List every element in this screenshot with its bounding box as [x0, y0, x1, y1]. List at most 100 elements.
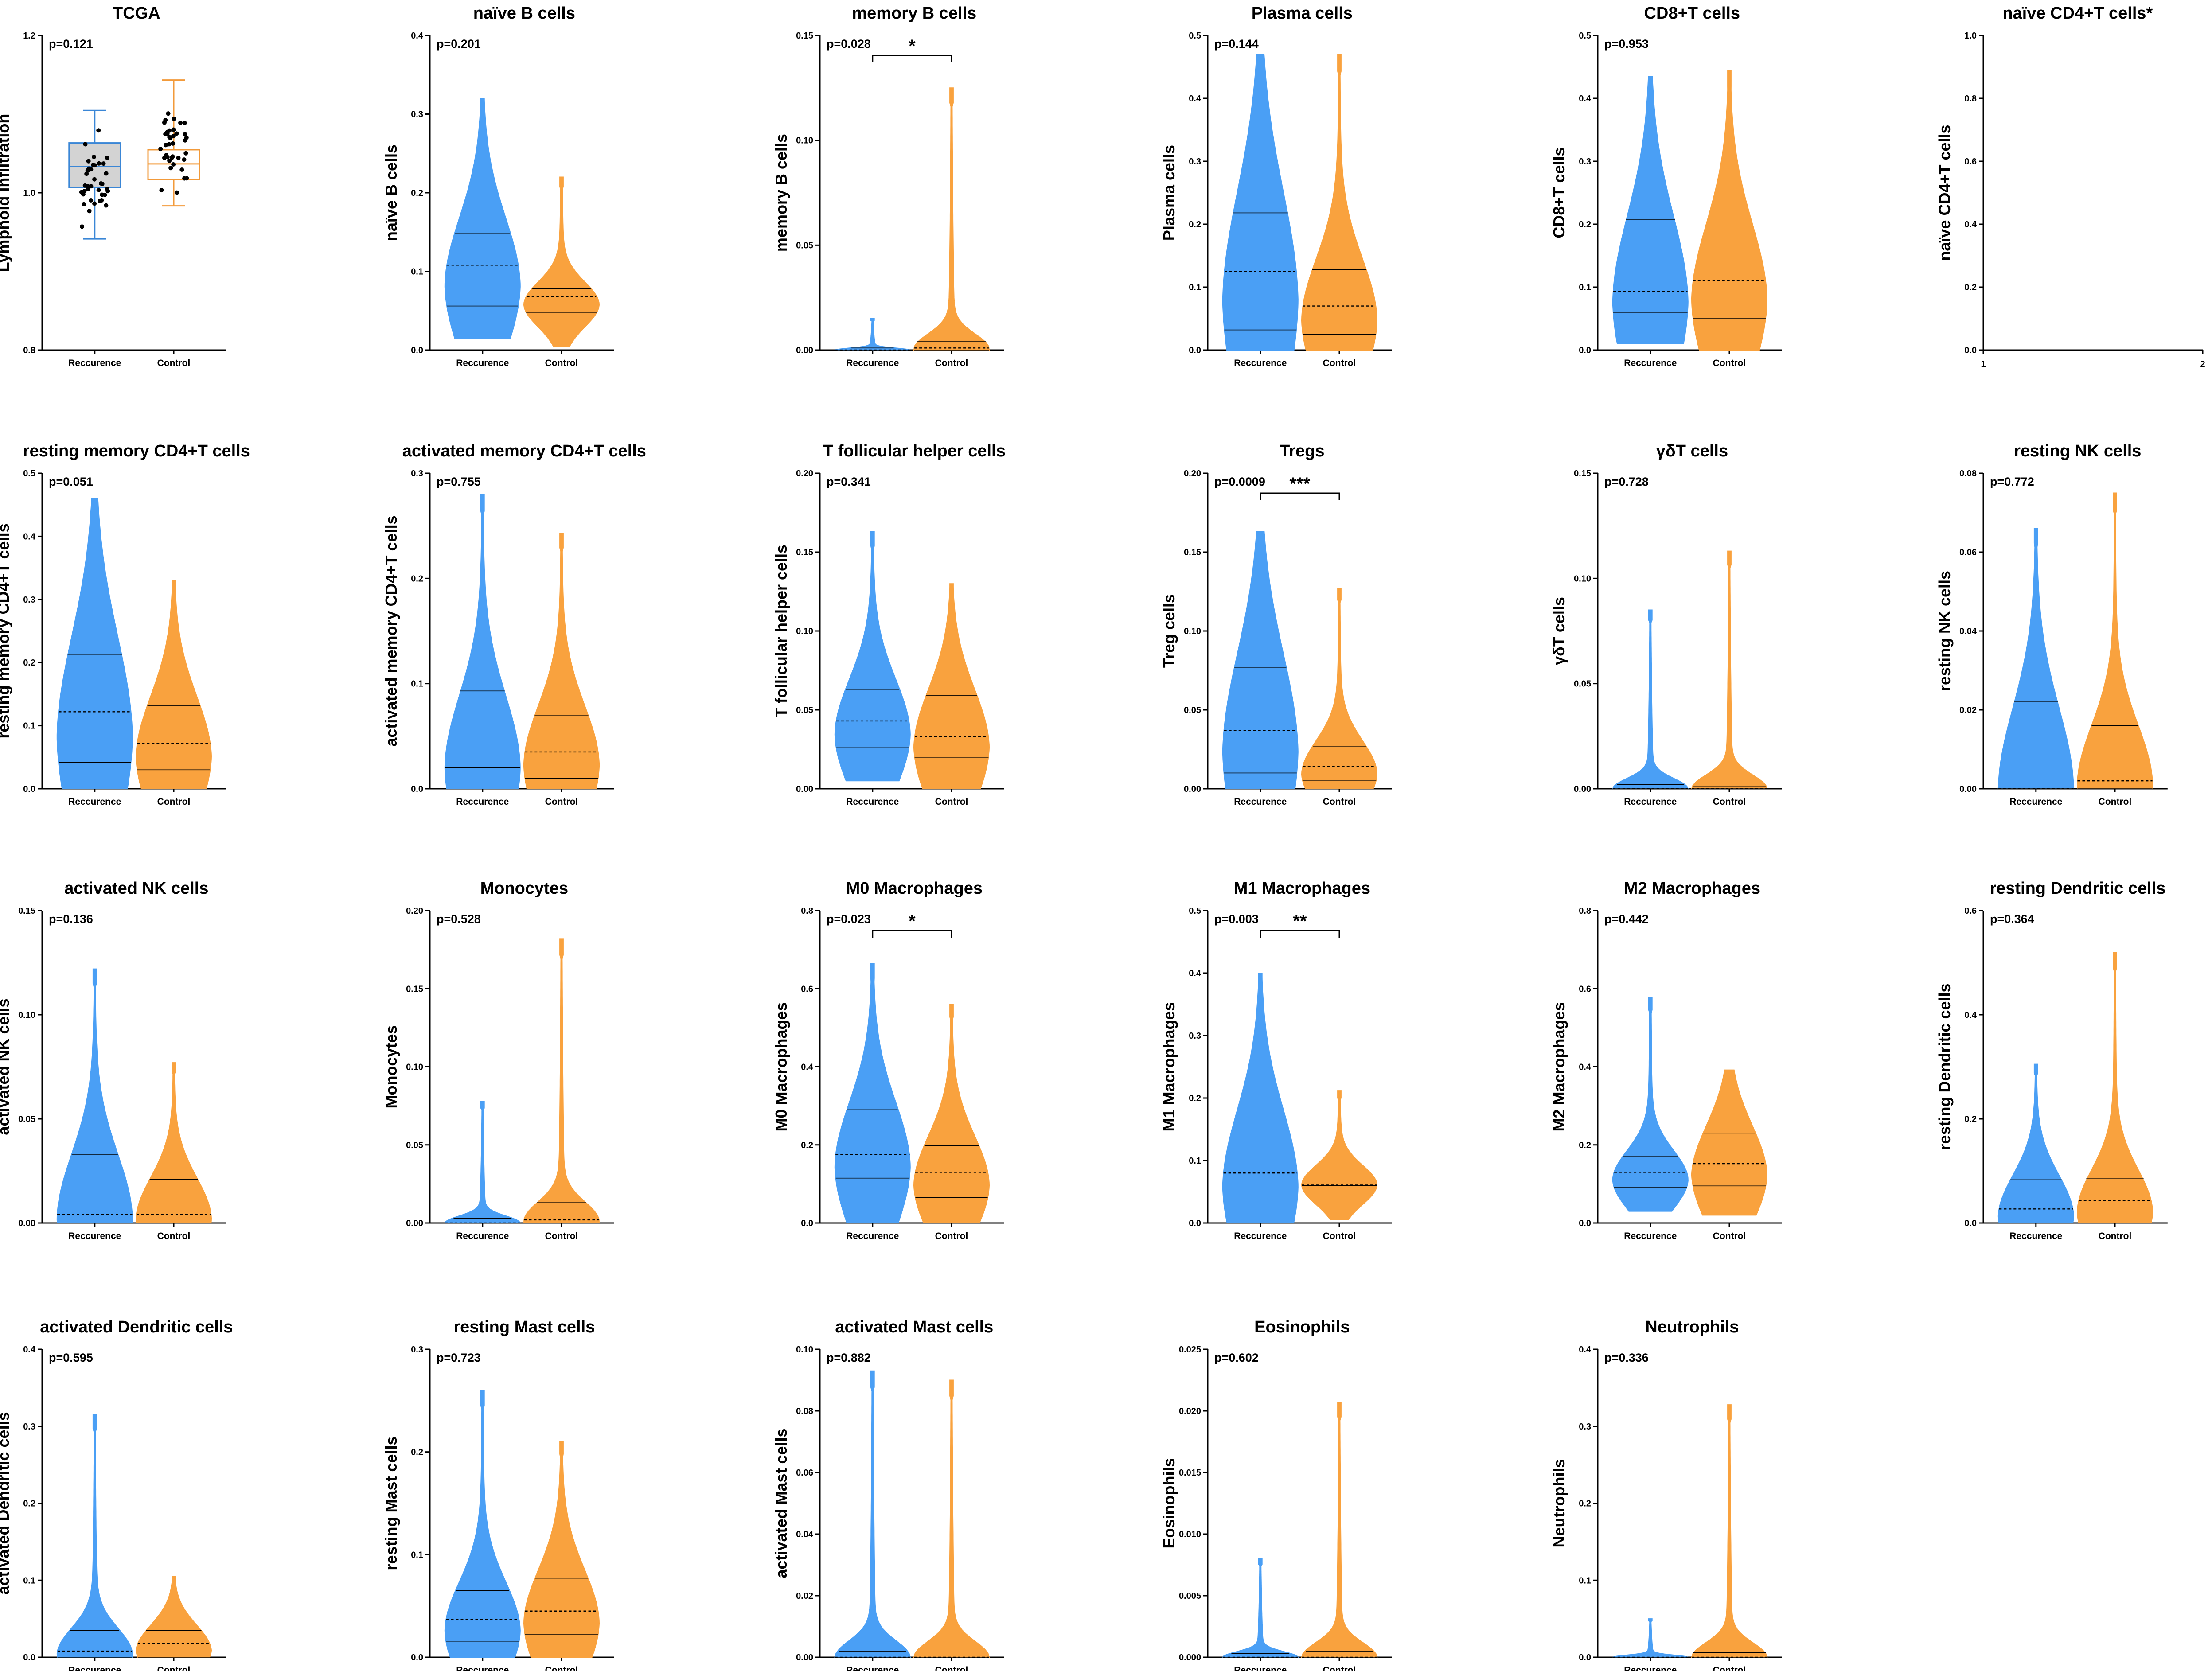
p-value-label: p=0.364 [1990, 912, 2034, 926]
y-tick-label: 0.0 [411, 1653, 423, 1663]
y-axis-label: activated Mast cells [772, 1428, 790, 1578]
y-tick-label: 0.20 [1184, 469, 1201, 479]
chart-title: resting memory CD4+T cells [23, 442, 250, 460]
y-tick-label: 0.2 [1189, 220, 1201, 230]
panel-resting-memory-cd4-plus-t-cells: resting memory CD4+T cells resting memory… [0, 442, 250, 807]
data-point [80, 224, 85, 229]
x-tick-label: Control [1713, 797, 1746, 807]
data-point [91, 154, 96, 159]
data-point [182, 157, 187, 162]
violin-control [135, 580, 212, 789]
y-tick-label: 0.10 [796, 1345, 813, 1355]
data-point [166, 111, 171, 116]
chart-title: M0 Macrophages [846, 879, 983, 898]
y-tick-label: 0.8 [23, 346, 35, 355]
x-tick-label: Reccurence [846, 1231, 899, 1241]
p-value-label: p=0.003 [1214, 912, 1259, 926]
x-tick-label: 2 [2200, 359, 2205, 369]
y-tick-label: 0.08 [796, 1406, 813, 1416]
x-tick-label: Control [1713, 1231, 1746, 1241]
violin-reccurence [834, 1370, 911, 1658]
chart-title: activated Dendritic cells [40, 1318, 233, 1336]
chart-title: Eosinophils [1254, 1318, 1350, 1336]
y-tick-label: 0.3 [1189, 1031, 1201, 1041]
violin-reccurence [56, 968, 133, 1223]
violin-reccurence [444, 1101, 521, 1223]
chart-title: Tregs [1280, 442, 1324, 460]
y-axis-label: resting Mast cells [382, 1436, 400, 1570]
y-tick-label: 0.10 [18, 1010, 35, 1020]
y-tick-label: 0.0 [1579, 1653, 1591, 1663]
violin-control [1691, 70, 1768, 351]
panel-m2-macrophages: M2 Macrophages M2 Macrophages 0.0 0.2 0.4 0.6… [1550, 879, 1782, 1241]
violin-reccurence [444, 98, 521, 339]
y-tick-label: 0.15 [18, 906, 35, 916]
violin-reccurence [1612, 997, 1689, 1212]
panel-m1-macrophages: M1 Macrophages M1 Macrophages 0.0 0.1 0.2 0.3… [1160, 879, 1392, 1241]
y-axis-label: Lymphoid infiltration [0, 114, 12, 272]
data-point [168, 166, 173, 171]
y-axis-label: activated memory CD4+T cells [382, 515, 400, 746]
x-tick-label: Reccurence [456, 797, 509, 807]
y-axis-label: naïve B cells [382, 144, 400, 241]
data-point [183, 151, 188, 156]
y-tick-label: 0.0 [23, 1653, 35, 1663]
data-point [171, 141, 176, 146]
y-tick-label: 0.0 [1189, 346, 1201, 355]
chart-title: T follicular helper cells [823, 442, 1006, 460]
y-tick-label: 0.2 [1189, 1094, 1201, 1103]
panel-tcga: TCGA Lymphoid infiltration 0.8 1.0 1.2 p=0.12… [0, 4, 226, 368]
data-point [170, 154, 175, 159]
y-tick-label: 0.10 [796, 136, 813, 146]
y-axis-label: Monocytes [382, 1025, 400, 1108]
violin-reccurence [56, 498, 133, 789]
x-tick-label: Control [1323, 358, 1356, 368]
x-tick-label: Reccurence [1234, 1665, 1287, 1671]
data-point [163, 132, 168, 136]
data-point [92, 201, 97, 206]
data-point [99, 181, 104, 186]
y-tick-label: 0.0 [1579, 346, 1591, 355]
y-tick-label: 0.1 [1579, 283, 1591, 292]
chart-title: activated Mast cells [835, 1318, 993, 1336]
chart-title: CD8+T cells [1644, 4, 1740, 23]
panel-activated-mast-cells: activated Mast cells activated Mast cells… [772, 1318, 1004, 1671]
violin-reccurence [1997, 1063, 2074, 1223]
y-tick-label: 0.2 [411, 1448, 423, 1457]
x-tick-label: Reccurence [68, 358, 121, 368]
y-tick-label: 0.6 [1964, 906, 1977, 916]
y-tick-label: 0.00 [1959, 784, 1977, 794]
data-point [101, 161, 106, 166]
violin-control [523, 176, 600, 347]
violin-reccurence [1222, 54, 1299, 351]
chart-title: γδT cells [1656, 442, 1728, 460]
chart-title: resting NK cells [2014, 442, 2141, 460]
chart-title: TCGA [113, 4, 160, 23]
y-axis-label: Eosinophils [1160, 1458, 1178, 1548]
y-tick-label: 0.20 [796, 469, 813, 479]
y-tick-label: 0.5 [1189, 906, 1201, 916]
data-point [81, 192, 86, 197]
y-tick-label: 0.15 [1574, 469, 1591, 479]
y-axis-label: resting memory CD4+T cells [0, 523, 12, 738]
y-tick-label: 0.5 [1579, 31, 1591, 41]
x-tick-label: Control [157, 1665, 191, 1671]
data-point [100, 192, 105, 197]
y-tick-label: 0.08 [1959, 469, 1977, 479]
y-tick-label: 0.15 [1184, 548, 1201, 557]
violin-reccurence [1221, 1558, 1299, 1658]
y-tick-label: 0.1 [411, 679, 423, 689]
significance-bracket [872, 930, 952, 938]
chart-title: activated NK cells [64, 879, 208, 898]
y-tick-label: 1.0 [23, 188, 35, 198]
p-value-label: p=0.528 [437, 912, 481, 926]
data-point [104, 203, 109, 208]
y-tick-label: 0.0 [411, 784, 423, 794]
x-tick-label: Control [1323, 1231, 1356, 1241]
y-tick-label: 0.0 [1964, 1219, 1977, 1228]
y-tick-label: 0.04 [796, 1530, 814, 1539]
x-tick-label: Reccurence [846, 1665, 899, 1671]
y-tick-label: 0.000 [1179, 1653, 1201, 1663]
y-tick-label: 0.3 [1579, 157, 1591, 167]
p-value-label: p=0.144 [1214, 37, 1259, 51]
